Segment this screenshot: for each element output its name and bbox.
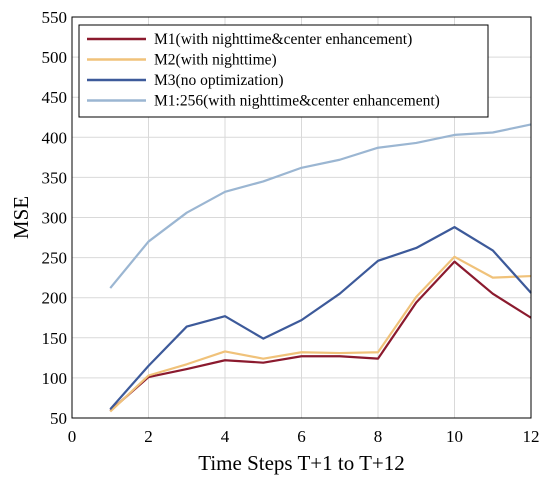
y-tick-label: 500 [42, 48, 68, 67]
legend-label: M1(with nighttime&center enhancement) [154, 31, 412, 48]
y-tick-label: 400 [42, 128, 68, 147]
y-tick-label: 200 [42, 289, 68, 308]
x-tick-label: 6 [297, 427, 306, 446]
x-tick-label: 10 [446, 427, 463, 446]
y-tick-label: 550 [42, 8, 68, 27]
y-axis-label: MSE [9, 196, 33, 239]
x-tick-label: 8 [374, 427, 383, 446]
x-tick-label: 0 [68, 427, 77, 446]
x-tick-labels: 0 2 4 6 8 10 12 [68, 427, 540, 446]
y-tick-labels: 50 100 150 200 250 300 350 400 450 500 550 [42, 8, 68, 428]
series-line-4 [109, 123, 532, 289]
x-tick-label: 4 [221, 427, 230, 446]
legend: M1(with nighttime&center enhancement) M2(… [78, 24, 489, 118]
y-tick-label: 300 [42, 209, 68, 228]
legend-box [78, 24, 489, 118]
y-tick-label: 50 [50, 409, 67, 428]
x-axis-label: Time Steps T+1 to T+12 [198, 451, 405, 475]
series-line-2 [109, 255, 532, 413]
series-line-3 [109, 226, 532, 410]
y-tick-label: 100 [42, 369, 68, 388]
legend-label: M2(with nighttime) [154, 52, 277, 69]
y-tick-label: 450 [42, 88, 68, 107]
series-lines [109, 123, 532, 413]
legend-label: M3(no optimization) [154, 72, 284, 89]
legend-label: M1:256(with nighttime&center enhancement… [154, 93, 440, 110]
y-tick-label: 350 [42, 168, 68, 187]
series-line-1 [109, 260, 532, 412]
y-tick-label: 250 [42, 249, 68, 268]
x-tick-label: 12 [523, 427, 540, 446]
y-tick-label: 150 [42, 329, 68, 348]
plot-frame [71, 16, 532, 419]
x-tick-label: 2 [144, 427, 153, 446]
